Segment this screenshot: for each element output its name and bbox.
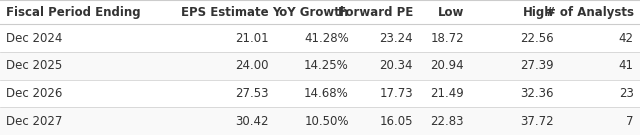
- Bar: [0, 52, 640, 80]
- Text: Low: Low: [438, 6, 464, 19]
- Text: 22.83: 22.83: [431, 115, 464, 128]
- Text: 14.25%: 14.25%: [304, 59, 349, 72]
- Text: 14.68%: 14.68%: [304, 87, 349, 100]
- Text: 24.00: 24.00: [236, 59, 269, 72]
- Text: 22.56: 22.56: [520, 32, 554, 45]
- Text: 27.39: 27.39: [520, 59, 554, 72]
- Text: 42: 42: [619, 32, 634, 45]
- Text: YoY Growth: YoY Growth: [273, 6, 349, 19]
- Text: 23.24: 23.24: [379, 32, 413, 45]
- Text: Fiscal Period Ending: Fiscal Period Ending: [6, 6, 141, 19]
- Text: 20.94: 20.94: [430, 59, 464, 72]
- Text: 10.50%: 10.50%: [304, 115, 349, 128]
- Text: 18.72: 18.72: [430, 32, 464, 45]
- Text: Dec 2027: Dec 2027: [6, 115, 63, 128]
- Text: 20.34: 20.34: [380, 59, 413, 72]
- Bar: [0, 24, 640, 52]
- Text: 21.49: 21.49: [430, 87, 464, 100]
- Text: 23: 23: [619, 87, 634, 100]
- Text: Dec 2026: Dec 2026: [6, 87, 63, 100]
- Text: 32.36: 32.36: [520, 87, 554, 100]
- Text: 30.42: 30.42: [236, 115, 269, 128]
- Text: High: High: [523, 6, 554, 19]
- Bar: [0, 80, 640, 107]
- Text: # of Analysts: # of Analysts: [545, 6, 634, 19]
- Text: EPS Estimate: EPS Estimate: [181, 6, 269, 19]
- Bar: [0, 107, 640, 135]
- Text: 41.28%: 41.28%: [304, 32, 349, 45]
- Text: Forward PE: Forward PE: [337, 6, 413, 19]
- Text: 21.01: 21.01: [235, 32, 269, 45]
- Text: 16.05: 16.05: [380, 115, 413, 128]
- Text: 7: 7: [626, 115, 634, 128]
- Text: Dec 2025: Dec 2025: [6, 59, 63, 72]
- Text: 41: 41: [619, 59, 634, 72]
- Text: 17.73: 17.73: [379, 87, 413, 100]
- Text: Dec 2024: Dec 2024: [6, 32, 63, 45]
- Text: 37.72: 37.72: [520, 115, 554, 128]
- Text: 27.53: 27.53: [236, 87, 269, 100]
